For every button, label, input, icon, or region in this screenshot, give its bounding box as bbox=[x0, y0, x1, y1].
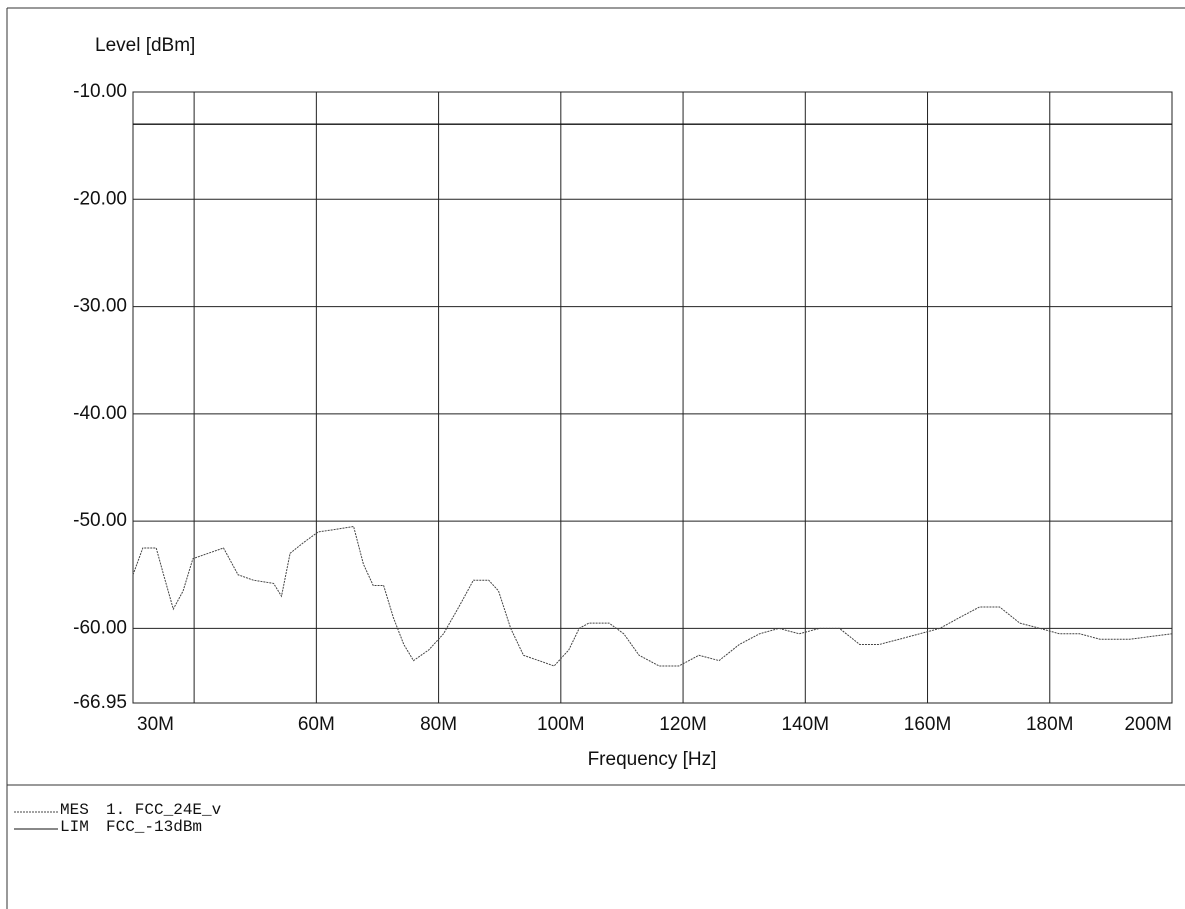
x-tick-label: 120M bbox=[659, 714, 707, 735]
series-line bbox=[132, 525, 1173, 667]
y-tick-label: -10.00 bbox=[73, 81, 127, 102]
x-axis-label: Frequency [Hz] bbox=[588, 749, 717, 770]
y-tick-label: -60.00 bbox=[73, 617, 127, 638]
y-tick-label: -30.00 bbox=[73, 296, 127, 317]
x-tick-label: 160M bbox=[904, 714, 952, 735]
legend-name: MES bbox=[60, 801, 89, 819]
legend-name: LIM bbox=[60, 818, 89, 836]
y-axis-label: Level [dBm] bbox=[95, 35, 195, 56]
x-tick-label: 100M bbox=[537, 714, 585, 735]
legend-label: 1. FCC_24E_v bbox=[106, 801, 222, 819]
y-tick-label: -50.00 bbox=[73, 510, 127, 531]
y-tick-label: -40.00 bbox=[73, 403, 127, 424]
x-tick-label: 180M bbox=[1026, 714, 1074, 735]
x-tick-label: 200M bbox=[1124, 714, 1172, 735]
x-tick-label: 80M bbox=[420, 714, 457, 735]
y-tick-label: -66.95 bbox=[73, 692, 127, 713]
x-tick-label: 140M bbox=[782, 714, 830, 735]
x-tick-label: 60M bbox=[298, 714, 335, 735]
y-tick-label: -20.00 bbox=[73, 188, 127, 209]
legend-label: FCC_-13dBm bbox=[106, 818, 202, 836]
plot-frame bbox=[132, 91, 1173, 704]
x-tick-label: 30M bbox=[137, 714, 174, 735]
